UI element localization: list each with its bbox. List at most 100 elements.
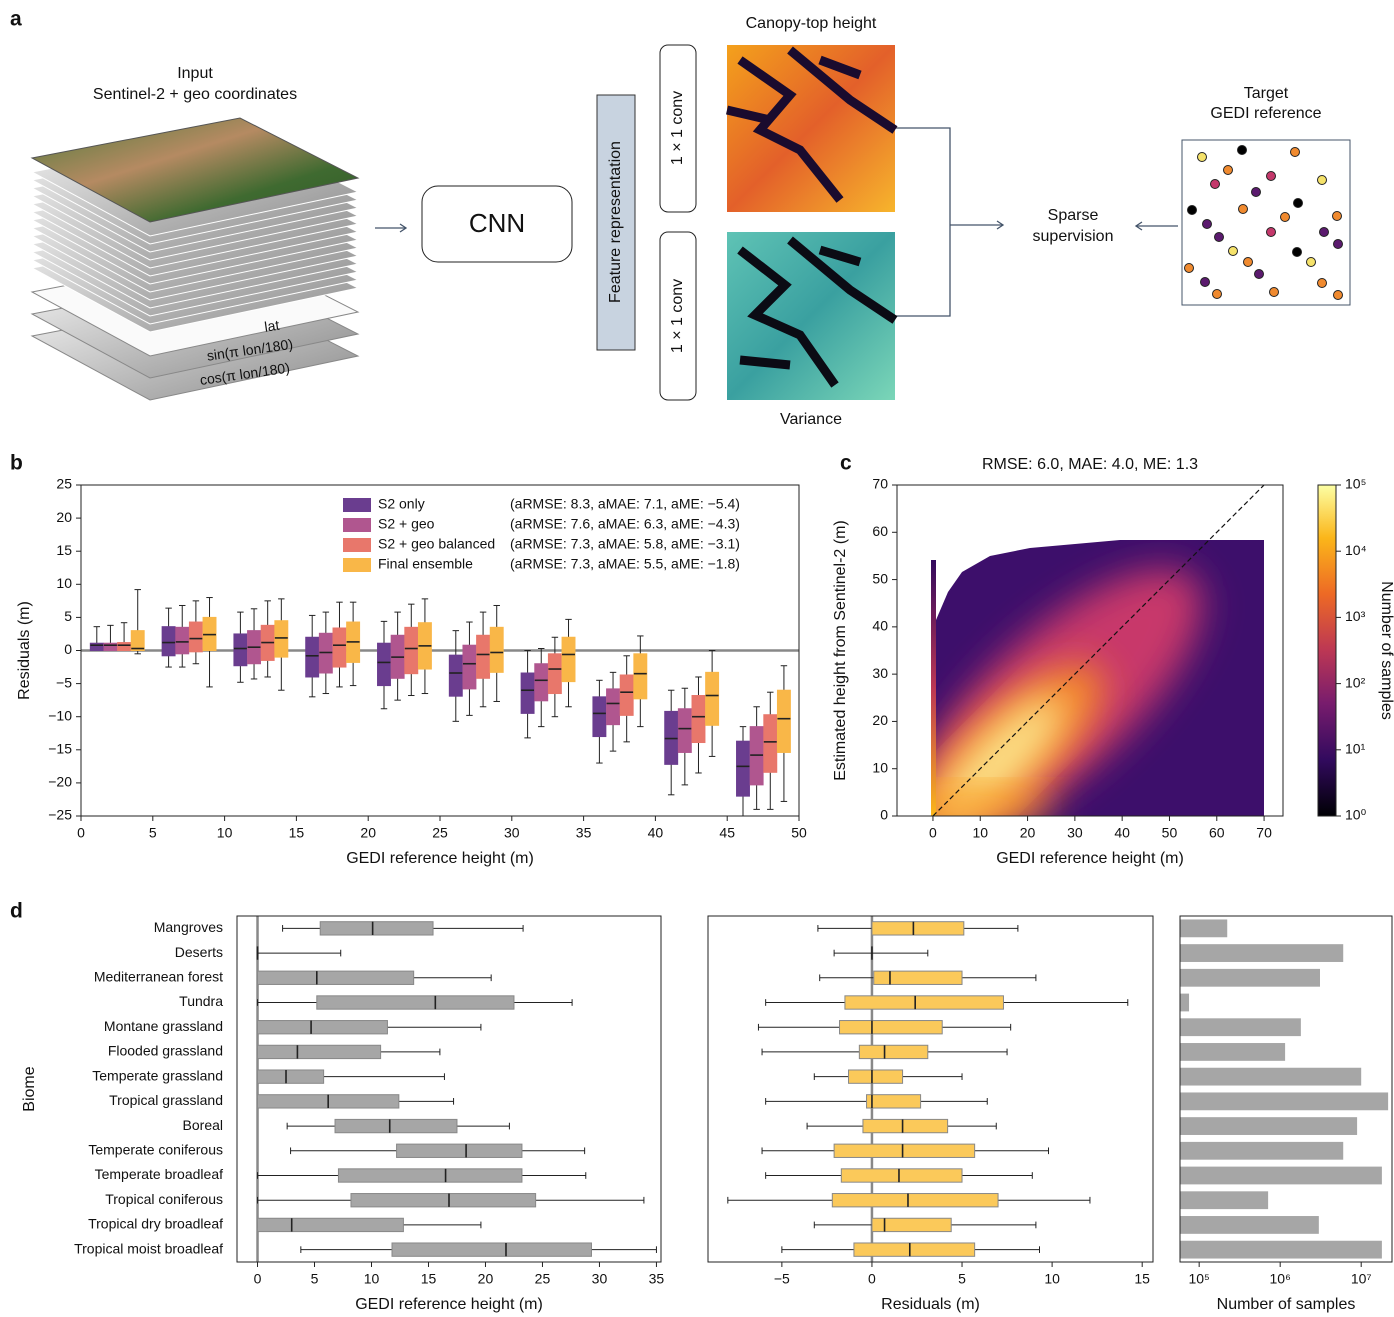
x-axis-title: GEDI reference height (m) [996,850,1184,867]
legend-label: Final ensemble [378,556,473,572]
bar [1180,993,1190,1012]
box [396,1143,523,1158]
colorbar-tick-label: 10¹ [1345,741,1366,757]
box [619,674,634,716]
category-label: Flooded grassland [108,1043,223,1059]
box [89,642,104,652]
box [833,1143,976,1158]
box [404,626,419,675]
x-tick-label: 30 [592,1271,608,1287]
y-tick-label: 30 [872,665,888,681]
box [334,1118,458,1134]
variance-image [727,232,898,400]
category-label: Mediterranean forest [94,968,223,984]
legend-swatch [343,558,371,572]
plot-frame [896,484,1284,817]
y-tick-label: 10 [872,759,888,775]
bar [1180,1191,1269,1210]
box [871,1217,952,1233]
box [489,626,504,673]
x-tick-label: 10 [1044,1271,1060,1287]
box [274,620,289,658]
box [606,688,620,726]
box [188,621,203,653]
x-tick-label: 70 [1256,825,1272,841]
category-label: Tropical dry broadleaf [88,1216,223,1232]
colorbar-tick-label: 10³ [1345,608,1366,624]
box [862,1118,949,1134]
bar [1180,944,1344,962]
bar [1180,968,1320,987]
legend-label: S2 + geo [378,516,435,532]
box [117,642,132,652]
x-axis-title: Residuals (m) [881,1296,980,1313]
box [130,630,145,652]
colorbar [1317,484,1337,817]
box [257,970,415,985]
category-label: Temperate broadleaf [95,1166,224,1182]
x-tick-label: 35 [649,1271,665,1287]
colorbar-tick-label: 10⁰ [1345,807,1367,823]
legend-metrics: (aRMSE: 7.3, aMAE: 5.5, aME: −1.8) [510,556,740,572]
legend-metrics: (aRMSE: 7.6, aMAE: 6.3, aME: −4.3) [510,516,740,532]
x-tick-label: 10⁷ [1351,1271,1372,1287]
x-tick-label: 15 [1134,1271,1150,1287]
box [233,633,248,667]
box [337,1168,523,1183]
x-tick-label: 5 [311,1271,319,1287]
input-title: Sentinel-2 + geo coordinates [93,86,297,103]
box [853,1242,976,1257]
cnn-box [421,185,573,263]
supervision-label: supervision [1033,228,1114,245]
x-tick-label: 35 [576,825,592,841]
y-tick-label: 0 [880,807,888,823]
layer-label: lat [263,317,280,335]
x-tick-label: 10⁵ [1188,1271,1209,1287]
box [873,970,963,985]
y-tick-label: 50 [872,570,888,586]
bar [1180,1240,1382,1259]
legend-label: S2 only [378,496,425,512]
canopy-image [725,45,898,212]
x-tick-label: 5 [149,825,157,841]
x-tick-label: 10⁶ [1270,1271,1291,1287]
legend-metrics: (aRMSE: 7.3, aMAE: 5.8, aME: −3.1) [510,536,740,552]
arrows [375,127,1178,317]
target-title: GEDI reference [1210,105,1321,122]
box [534,663,549,702]
legend-label: S2 + geo balanced [378,536,495,552]
box [844,995,1004,1010]
bar [1180,1018,1301,1037]
y-tick-label: −5 [56,674,72,690]
chart-title: RMSE: 6.0, MAE: 4.0, ME: 1.3 [982,456,1198,473]
x-tick-label: 25 [432,825,448,841]
y-tick-label: 20 [56,509,72,525]
output-title: Variance [780,411,842,428]
feature-box [596,94,636,351]
box [633,653,648,700]
x-tick-label: 30 [504,825,520,841]
x-tick-label: 10 [364,1271,380,1287]
feature-label: Feature representation [607,141,624,303]
x-tick-label: 10 [972,825,988,841]
input-title: Input [177,65,213,82]
box [871,921,965,936]
x-tick-label: 50 [791,825,807,841]
bar [1180,1067,1362,1086]
y-tick-label: 40 [872,618,888,634]
box [561,636,576,683]
box [705,671,720,726]
box [305,636,320,678]
box [691,695,706,744]
box [776,689,791,753]
box [848,1069,904,1084]
box [476,634,491,679]
box [736,740,750,797]
colorbar-tick-label: 10⁴ [1345,542,1367,558]
plot-frame [1179,915,1393,1263]
bar [1180,1141,1344,1160]
colorbar-tick-label: 10² [1345,674,1366,690]
category-label: Tundra [179,993,223,1009]
box [448,654,463,697]
